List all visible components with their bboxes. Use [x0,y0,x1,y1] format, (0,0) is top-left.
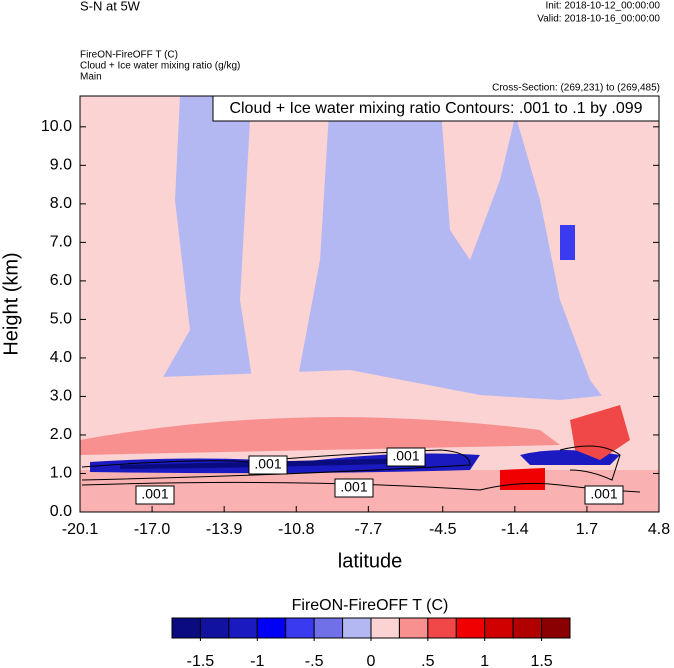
contour-label: .001 [254,456,281,472]
colorbar-swatch [342,617,372,639]
x-tick-label: -7.7 [355,521,383,538]
plot-frame [79,95,660,513]
contour-label-box [386,447,426,467]
y-tick-label: 0.0 [50,503,72,520]
contour-label: .001 [141,486,168,502]
valid-time: Valid: 2018-10-16_00:00:00 [537,14,660,25]
y-tick-label: 10.0 [41,118,72,135]
x-tick-label: -10.8 [278,521,315,538]
colorbar-swatch [256,617,287,639]
field [80,96,659,512]
colorbar-tick-label: -.5 [305,653,324,668]
colorbar-tick-label: -1.5 [187,653,215,668]
colorbar-swatch [199,617,230,639]
contour-label: .001 [590,486,617,502]
chart-title: S-N at 5W [80,0,141,13]
y-tick-label: 6.0 [50,272,72,289]
y-tick-label: 3.0 [50,388,72,405]
y-tick-label: 8.0 [50,195,72,212]
y-tick-label: 2.0 [50,426,72,443]
colorbar-swatch [171,617,201,639]
contour-info: Cloud + Ice water mixing ratio Contours:… [229,100,642,117]
contour-info-box [212,95,660,122]
contour-label-box [334,478,374,498]
colorbar-swatch [398,617,429,639]
cross-section: Cross-Section: (269,231) to (269,485) [492,83,660,94]
x-tick-label: 1.7 [576,521,598,538]
colorbar-swatch [484,617,514,639]
y-axis-title: Height (km) [0,252,22,355]
contour-label-box [135,485,175,505]
colorbar-swatch [512,617,543,639]
colorbar-tick-label: 1.5 [530,653,552,668]
colorbar-swatch [228,617,258,639]
colorbar-swatch [427,617,457,639]
x-tick-label: -17.0 [134,521,171,538]
x-tick-label: -20.1 [62,521,99,538]
x-tick-label: -4.5 [429,521,457,538]
y-tick-label: 4.0 [50,349,72,366]
colorbar-tick-label: 1 [480,653,489,668]
colorbar-title: FireON-FireOFF T (C) [292,597,449,614]
y-tick-label: 9.0 [50,157,72,174]
x-axis-title: latitude [338,550,403,572]
contour-title: Cloud + Ice water mixing ratio (g/kg) [80,61,240,72]
y-tick-label: 1.0 [50,465,72,482]
contour-label-box [248,455,288,475]
x-tick-label: -1.4 [501,521,529,538]
y-tick-label: 5.0 [50,311,72,328]
x-tick-label: 4.8 [648,521,670,538]
y-tick-label: 7.0 [50,234,72,251]
colorbar-swatch [370,617,400,639]
colorbar-swatch [541,617,571,639]
colorbar-swatch [313,617,344,639]
contour-label: .001 [392,448,419,464]
colorbar-tick-label: .5 [421,653,434,668]
colorbar-tick-label: -1 [250,653,264,668]
x-tick-label: -13.9 [206,521,243,538]
field-title: FireON-FireOFF T (C) [80,50,178,61]
contour-label: .001 [340,479,367,495]
domain: Main [80,72,102,83]
contour-label-box [584,485,624,505]
colorbar-swatch [285,617,315,639]
colorbar-swatch [455,617,486,639]
init-time: Init: 2018-10-12_00:00:00 [545,1,660,12]
colorbar-tick-label: 0 [367,653,376,668]
